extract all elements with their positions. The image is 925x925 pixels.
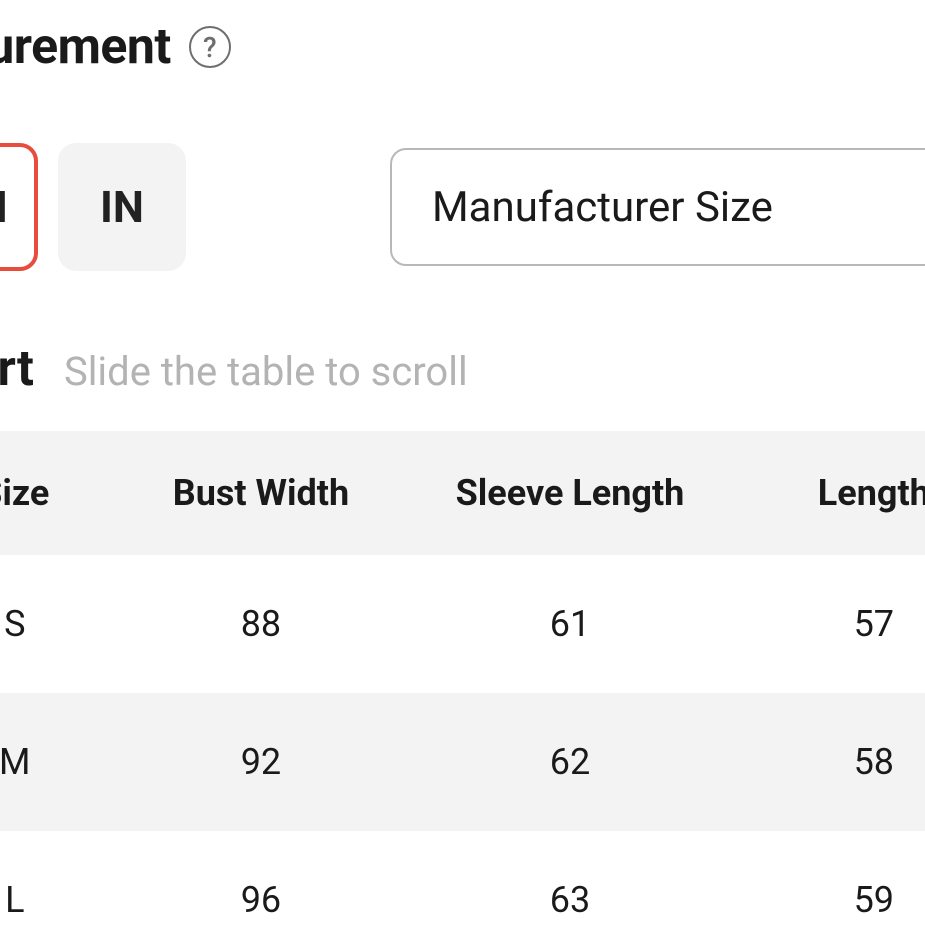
help-icon-glyph: ? [203,34,217,62]
size-type-label: Manufacturer Size [432,183,773,232]
cell-sleeve: 63 [402,831,737,925]
size-table: Size Bust Width Sleeve Length Length S 8… [0,431,925,925]
col-header-length: Length [738,431,925,555]
chart-hint: Slide the table to scroll [64,348,468,395]
cell-length: 57 [738,555,925,693]
controls-row: CM IN Manufacturer Size [0,143,925,271]
size-table-wrap[interactable]: Size Bust Width Sleeve Length Length S 8… [0,431,925,925]
col-header-size: Size [0,431,120,555]
cell-sleeve: 61 [402,555,737,693]
page-title: Measurement [0,18,171,76]
col-header-sleeve: Sleeve Length [402,431,737,555]
unit-in-label: IN [100,181,144,233]
chart-header: Chart Slide the table to scroll [0,340,468,398]
unit-in-button[interactable]: IN [58,143,186,271]
table-row: L 96 63 59 [0,831,925,925]
table-row: S 88 61 57 [0,555,925,693]
chart-title: Chart [0,340,34,398]
header: Measurement ? [0,18,231,76]
help-icon[interactable]: ? [189,26,231,68]
cell-size: S [0,555,120,693]
col-header-bust: Bust Width [120,431,403,555]
size-type-select[interactable]: Manufacturer Size [390,148,925,266]
cell-size: L [0,831,120,925]
cell-bust: 92 [120,693,403,831]
cell-length: 58 [738,693,925,831]
cell-bust: 88 [120,555,403,693]
cell-bust: 96 [120,831,403,925]
cell-length: 59 [738,831,925,925]
cell-size: M [0,693,120,831]
cell-sleeve: 62 [402,693,737,831]
unit-toggle: CM IN [0,143,186,271]
table-header-row: Size Bust Width Sleeve Length Length [0,431,925,555]
unit-cm-button[interactable]: CM [0,143,38,271]
table-row: M 92 62 58 [0,693,925,831]
unit-cm-label: CM [0,181,8,233]
